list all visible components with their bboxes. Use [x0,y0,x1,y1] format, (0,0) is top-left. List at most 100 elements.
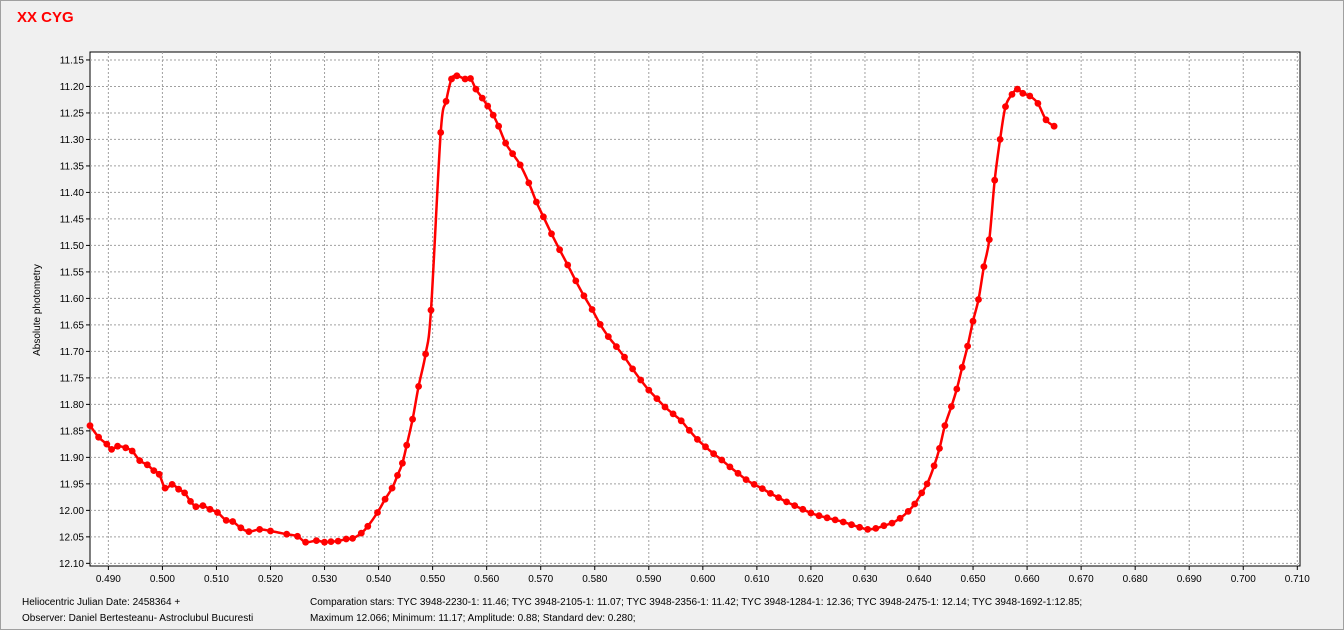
x-tick-label: 0.500 [150,574,175,585]
data-point [548,230,555,238]
y-tick-label: 11.20 [60,82,85,93]
data-point [122,444,130,452]
data-point [199,502,207,509]
y-tick-label: 11.95 [60,479,85,490]
data-point [985,236,993,244]
data-point [95,433,102,441]
data-point [856,523,863,531]
y-tick-label: 11.85 [60,426,85,437]
data-point [1019,89,1027,97]
data-point [799,505,807,513]
y-tick-label: 11.45 [60,214,85,225]
x-tick-label: 0.620 [798,574,823,585]
data-point [758,485,766,492]
data-point [996,136,1004,143]
data-point [702,443,709,451]
x-tick-label: 0.530 [312,574,337,585]
data-point [918,489,926,497]
y-tick-label: 11.30 [60,135,85,146]
y-axis-label: Absolute photometry [32,264,43,356]
data-point [415,383,422,390]
data-point [313,537,320,544]
data-point [1014,85,1021,93]
data-point [941,422,949,429]
y-tick-label: 11.70 [60,347,85,358]
data-point [880,522,888,530]
x-tick-label: 0.580 [582,574,607,585]
data-point [161,484,169,492]
data-point [613,343,620,350]
x-tick-label: 0.510 [204,574,229,585]
data-point [1002,103,1009,110]
hjd-label: Heliocentric Julian Date: 2458364 + [22,597,181,608]
data-point [448,75,455,83]
data-point [831,516,839,524]
data-point [604,333,612,340]
data-point [540,213,547,221]
data-point [572,277,580,285]
y-tick-label: 11.90 [60,453,85,464]
data-point [1034,100,1042,107]
x-tick-label: 0.550 [420,574,445,585]
data-point [864,526,872,533]
data-point [256,526,264,533]
data-point [580,292,588,300]
data-point [685,426,693,434]
data-point [150,467,158,474]
data-point [495,122,502,130]
data-point [364,522,372,530]
data-point [1008,91,1016,98]
x-tick-label: 0.650 [961,574,986,585]
grid [90,52,1300,566]
data-point [936,445,943,452]
y-tick-label: 11.75 [60,373,85,384]
x-tick-label: 0.570 [528,574,553,585]
y-tick-label: 11.15 [60,55,85,66]
data-point [718,456,726,464]
data-point [677,417,685,425]
x-tick-label: 0.680 [1123,574,1148,585]
data-point [848,521,855,529]
data-point [349,535,356,542]
data-point [222,517,230,524]
data-point [823,514,831,522]
data-point [437,129,445,136]
x-tick-label: 0.660 [1015,574,1040,585]
y-tick-label: 11.60 [60,294,85,305]
x-axis: 0.490 0.500 0.510 0.520 0.530 0.540 0.550 0.560… [96,566,1310,585]
data-point [1042,116,1050,124]
data-point [453,72,461,80]
data-point [815,512,823,520]
x-tick-label: 0.710 [1285,574,1310,585]
data-point [502,139,509,147]
data-point [403,441,411,449]
data-point [467,75,474,82]
x-tick-label: 0.630 [852,574,877,585]
data-point [556,246,563,254]
y-tick-label: 12.00 [59,506,84,517]
data-point [294,532,301,540]
data-point [969,317,977,325]
data-point [229,518,237,525]
data-point [155,470,163,478]
data-point [930,462,938,470]
plot-area [89,51,1301,567]
data-point [422,350,429,358]
data-point [175,485,183,493]
observer-label: Observer: Daniel Bertesteanu- Astroclubu… [22,613,254,624]
data-point [472,85,480,93]
x-tick-label: 0.690 [1177,574,1202,585]
data-point [596,321,604,328]
x-tick-label: 0.610 [744,574,769,585]
data-point [388,484,396,492]
x-tick-label: 0.670 [1069,574,1094,585]
data-point [516,161,524,169]
data-point [342,535,350,543]
data-point [734,469,742,477]
data-point [409,415,416,423]
data-point [750,481,758,488]
data-point [958,363,966,371]
data-point [742,476,750,483]
data-point [904,508,912,515]
data-point [461,75,469,83]
